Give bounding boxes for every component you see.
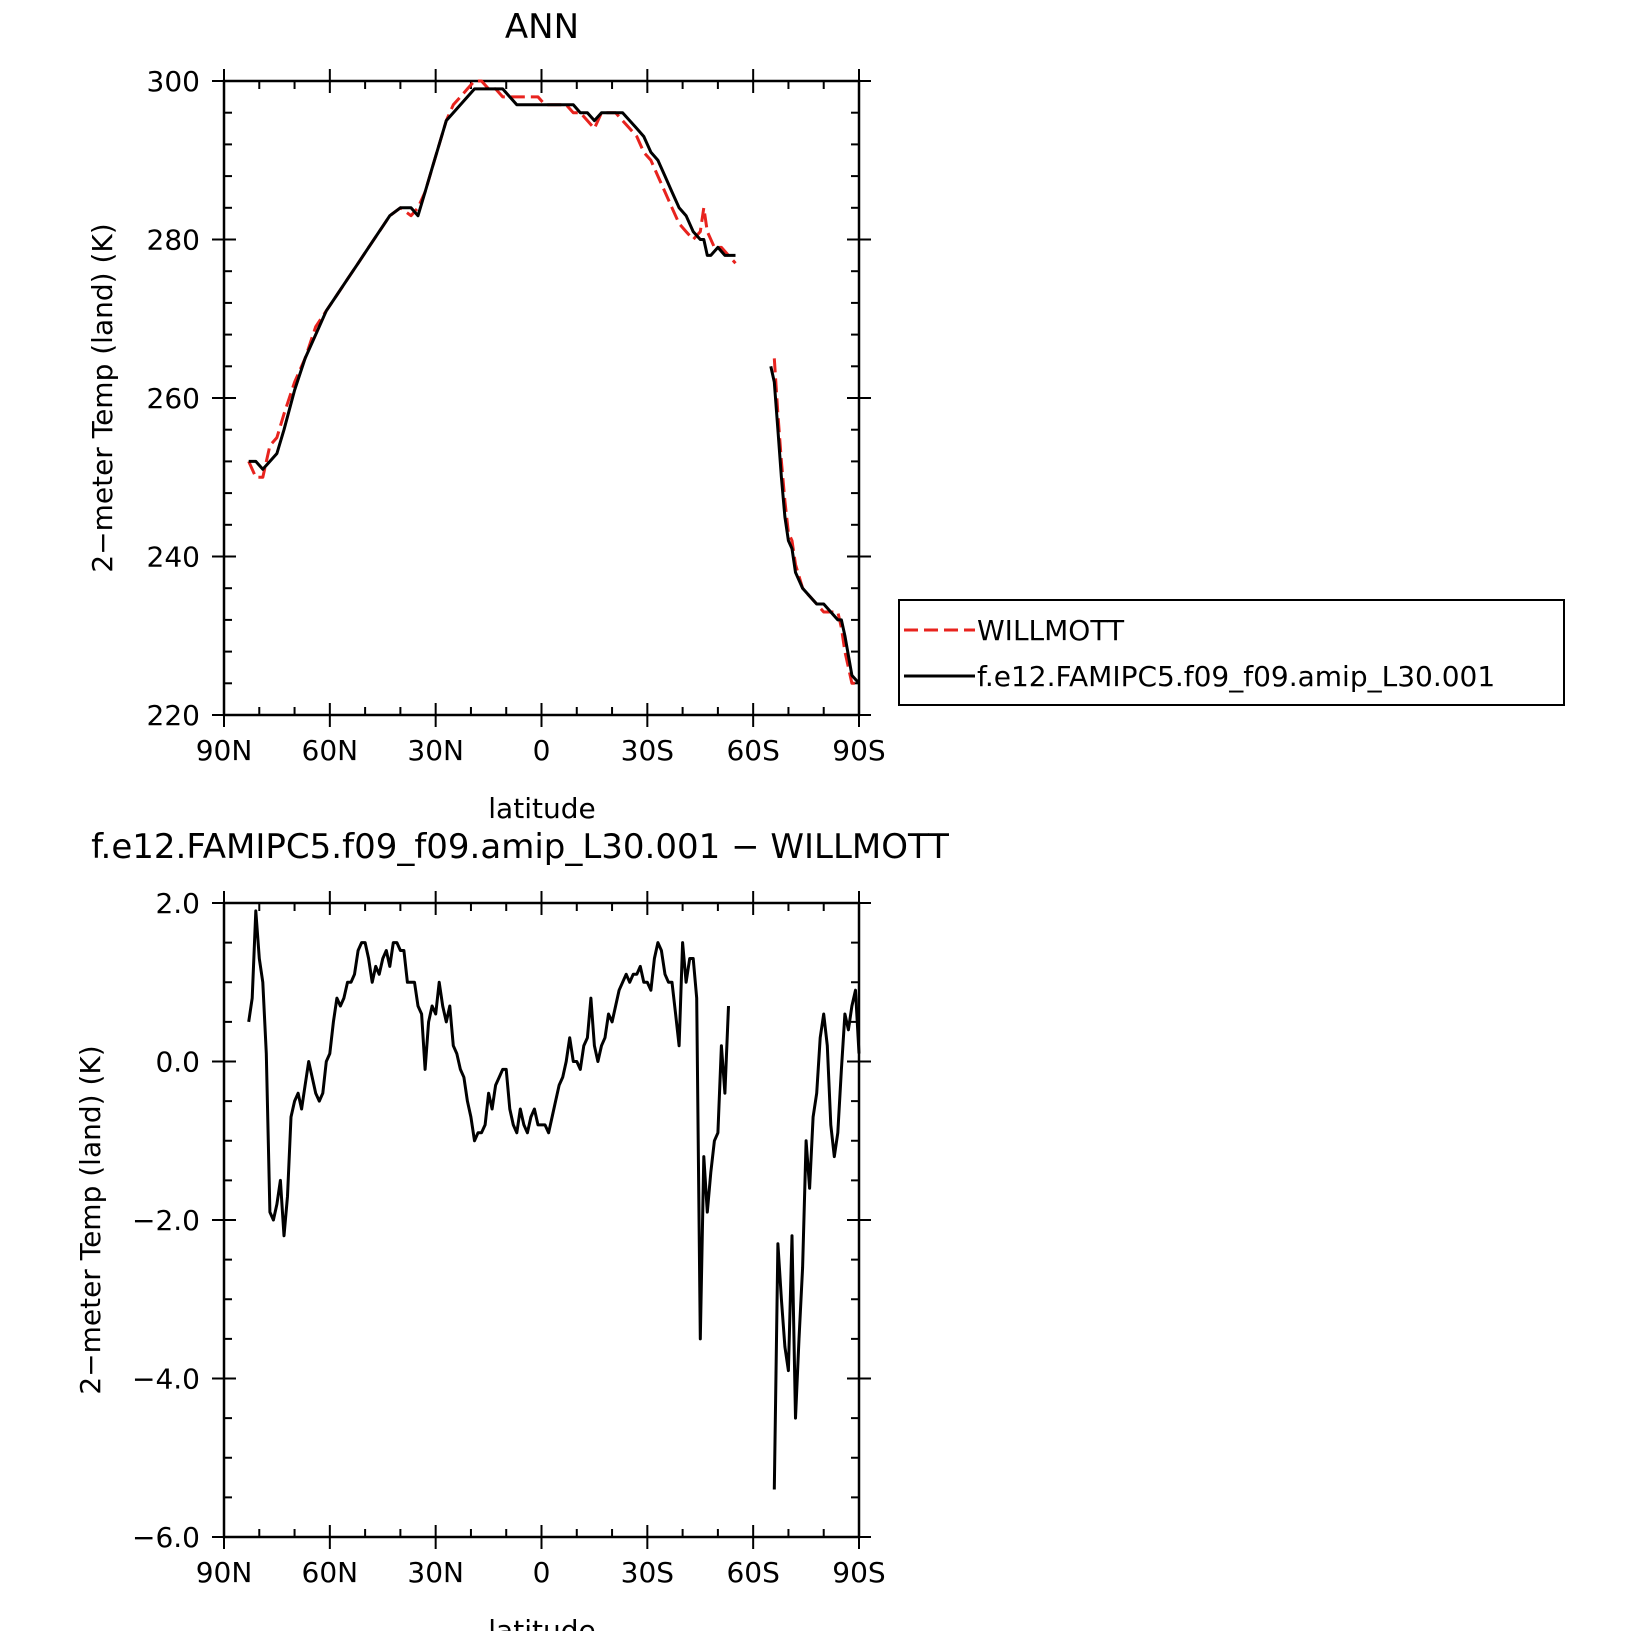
bottom-y-tick-label: 2.0	[155, 887, 200, 920]
top-y-axis-label: 2−meter Temp (land) (K)	[86, 223, 119, 572]
top-series-group	[247, 79, 861, 685]
bottom-y-tick-labels: −6.0 −4.0 −2.0 0.0 2.0	[132, 887, 200, 1554]
bottom-plot-frame	[222, 901, 861, 1539]
bottom-axis-ticks	[212, 891, 871, 1549]
bottom-y-tick-label: −6.0	[132, 1521, 200, 1554]
legend: WILLMOTT f.e12.FAMIPC5.f09_f09.amip_L30.…	[898, 599, 1565, 706]
top-x-axis-label: latitude	[488, 792, 595, 825]
bottom-x-tick-label: 30S	[621, 1556, 674, 1589]
top-series-0-segment-0	[247, 79, 737, 479]
top-y-tick-label: 300	[147, 65, 200, 98]
top-series-1-segment-1	[769, 365, 861, 685]
top-series-0-segment-1	[772, 358, 859, 685]
annual-mean-panel: ANN 90N 60N 30N 0 30S 60S 90S 220240260280300 …	[86, 7, 1565, 825]
top-y-tick-labels: 220 240 260 280 300	[147, 65, 200, 732]
bottom-x-tick-label: 90S	[832, 1556, 885, 1589]
top-x-tick-label: 60S	[726, 734, 779, 767]
bottom-series-group	[247, 909, 861, 1490]
bottom-y-tick-label: −2.0	[132, 1204, 200, 1237]
bottom-series-0-segment-1	[772, 988, 861, 1490]
top-y-tick-label: 280	[147, 224, 200, 257]
bottom-y-axis-label: 2−meter Temp (land) (K)	[74, 1045, 107, 1394]
top-x-tick-label: 90S	[832, 734, 885, 767]
top-y-tick-label: 220	[147, 699, 200, 732]
top-x-tick-label: 30N	[407, 734, 464, 767]
top-y-tick-label: 260	[147, 382, 200, 415]
top-chart-title: ANN	[505, 7, 579, 47]
top-series-1-segment-0	[248, 87, 736, 471]
bottom-x-tick-label: 60N	[302, 1556, 359, 1589]
difference-panel: f.e12.FAMIPC5.f09_f09.amip_L30.001 − WIL…	[74, 827, 949, 1631]
top-axis-ticks	[212, 69, 871, 727]
bottom-series-0-segment-0	[247, 909, 730, 1341]
legend-label-willmott: WILLMOTT	[977, 614, 1125, 647]
bottom-y-tick-label: 0.0	[155, 1046, 200, 1079]
legend-box	[898, 599, 1565, 706]
top-y-tick-label: 240	[147, 541, 200, 574]
legend-label-model: f.e12.FAMIPC5.f09_f09.amip_L30.001	[977, 660, 1495, 693]
bottom-chart-title: f.e12.FAMIPC5.f09_f09.amip_L30.001 − WIL…	[91, 827, 949, 867]
top-x-tick-label: 60N	[302, 734, 359, 767]
top-x-tick-label: 0	[533, 734, 551, 767]
bottom-y-tick-label: −4.0	[132, 1363, 200, 1396]
bottom-x-tick-label: 90N	[196, 1556, 253, 1589]
bottom-x-axis-label: latitude	[488, 1614, 595, 1631]
top-x-tick-labels: 90N 60N 30N 0 30S 60S 90S	[196, 734, 886, 767]
bottom-x-tick-labels: 90N 60N 30N 0 30S 60S 90S	[196, 1556, 886, 1589]
top-x-tick-label: 90N	[196, 734, 253, 767]
bottom-x-tick-label: 0	[533, 1556, 551, 1589]
top-plot-frame	[222, 79, 861, 717]
top-x-tick-label: 30S	[621, 734, 674, 767]
bottom-x-tick-label: 60S	[726, 1556, 779, 1589]
bottom-x-tick-label: 30N	[407, 1556, 464, 1589]
